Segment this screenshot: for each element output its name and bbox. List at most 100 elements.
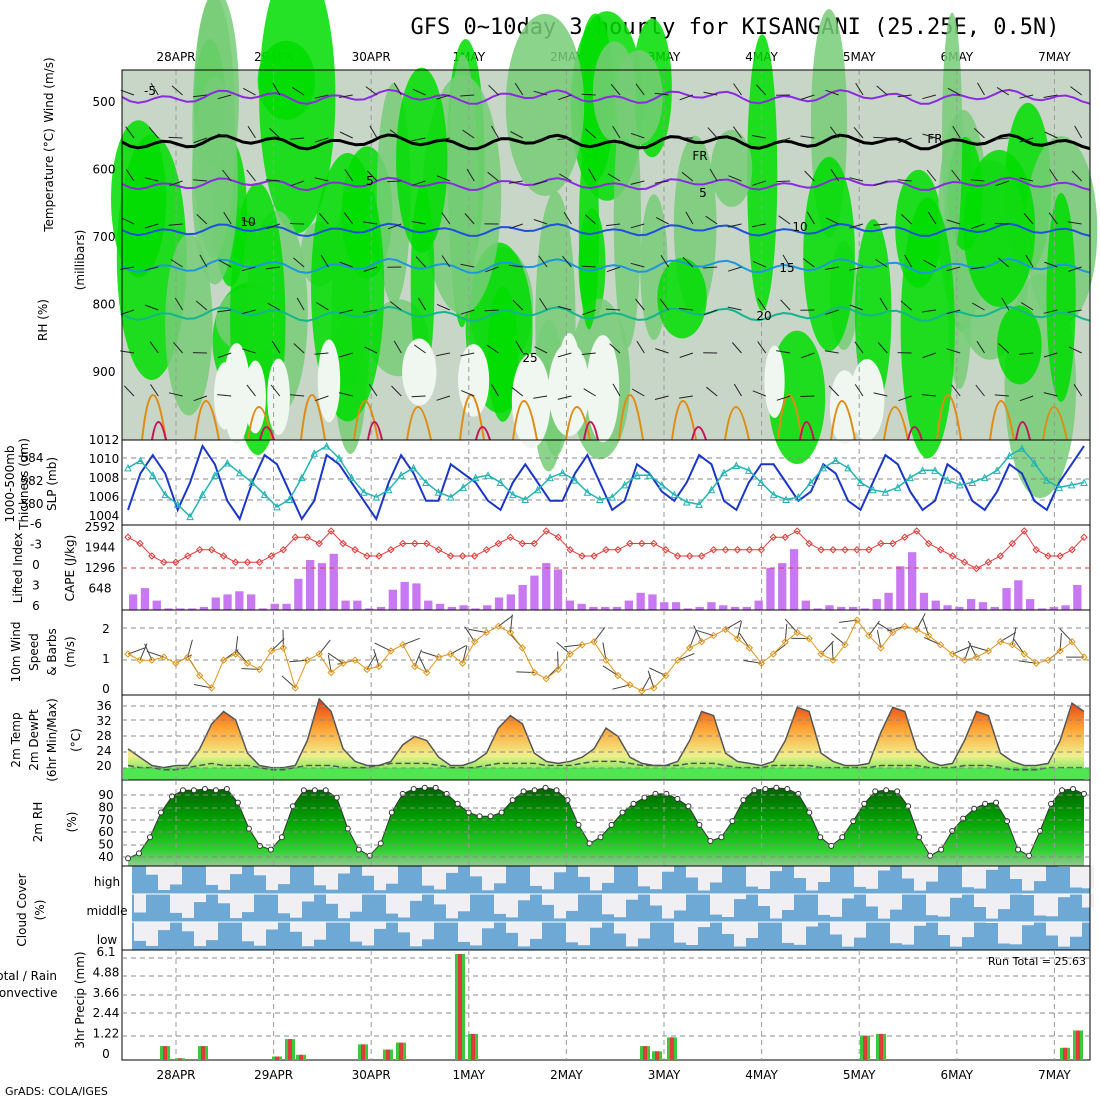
rh-blob bbox=[996, 305, 1042, 385]
rh-point bbox=[311, 787, 318, 794]
run-total-label: Run Total = 25.63 bbox=[988, 955, 1086, 968]
wind-barb bbox=[660, 255, 670, 268]
wind-speed-point bbox=[148, 656, 156, 664]
li-point bbox=[1080, 533, 1088, 541]
wind-barb bbox=[752, 260, 767, 268]
rh-blob bbox=[900, 197, 955, 459]
cloud-clear-cell bbox=[1082, 894, 1094, 908]
wind-barb bbox=[363, 309, 378, 313]
rh-blob bbox=[487, 286, 519, 422]
isotherm-30 bbox=[691, 426, 707, 441]
rh-area bbox=[128, 787, 1084, 866]
wind-barb bbox=[994, 223, 1009, 225]
bottom-date-ticks: 28APR 29APR 30APR 1MAY 2MAY 3MAY 4MAY 5MAY 6MAY 7… bbox=[156, 1068, 1071, 1082]
wind-barb bbox=[293, 257, 305, 268]
wind-barb bbox=[418, 297, 427, 311]
wind-speed-point bbox=[387, 647, 395, 655]
wind-barb bbox=[921, 394, 936, 397]
wind-barb bbox=[235, 649, 248, 664]
cape-bar bbox=[152, 600, 161, 610]
thickness-point bbox=[1067, 480, 1076, 489]
wind-barb bbox=[703, 266, 718, 269]
wind-barb bbox=[659, 298, 669, 311]
wind-barb bbox=[581, 93, 596, 96]
wind-speed-point bbox=[685, 644, 694, 652]
rh-point bbox=[652, 790, 659, 797]
thickness-point bbox=[161, 490, 170, 499]
cloud-clear-cell bbox=[158, 922, 170, 931]
rh-point bbox=[157, 809, 164, 816]
cloud-clear-cell bbox=[242, 922, 254, 942]
panel-label: Convective bbox=[0, 986, 57, 1000]
slp-tick-label: 1004 bbox=[89, 509, 120, 523]
dry-blob bbox=[244, 360, 266, 434]
panel-label: & Barbs bbox=[45, 628, 59, 676]
cloud-clear-cell bbox=[434, 894, 446, 905]
wind-barb bbox=[218, 259, 232, 268]
rh-point bbox=[399, 790, 406, 797]
cape-bar bbox=[849, 606, 858, 610]
rh-point bbox=[146, 834, 153, 841]
wind-barb bbox=[414, 649, 422, 667]
precip-convective-bar bbox=[458, 954, 462, 1060]
cloud-clear-cell bbox=[494, 894, 506, 914]
wind-barb bbox=[1070, 86, 1082, 96]
li-point bbox=[219, 552, 228, 560]
wind-barb bbox=[849, 223, 864, 229]
isotherm-15 bbox=[121, 257, 1091, 274]
wind-barb bbox=[824, 350, 839, 354]
wind-barb bbox=[583, 388, 596, 397]
wind-barb bbox=[707, 127, 718, 139]
wind-barb bbox=[265, 179, 280, 182]
rh-point bbox=[234, 799, 241, 806]
thickness-point bbox=[384, 485, 393, 494]
li-point bbox=[387, 546, 395, 554]
rh-point bbox=[608, 821, 615, 828]
wind-barb bbox=[849, 177, 864, 182]
thickness-point bbox=[235, 468, 244, 477]
cloud-clear-cell bbox=[866, 894, 878, 907]
wind-barb bbox=[1020, 302, 1034, 311]
rh-point bbox=[718, 834, 725, 841]
wind-barb bbox=[508, 180, 523, 184]
wind-speed-point bbox=[1080, 653, 1088, 661]
wind-speed-point bbox=[960, 656, 969, 664]
wind-barb bbox=[1000, 631, 1017, 643]
li-point bbox=[1068, 546, 1076, 554]
wind-barb bbox=[144, 266, 159, 271]
rh-point bbox=[784, 785, 791, 792]
li-point bbox=[243, 558, 252, 566]
rh-point bbox=[553, 787, 560, 794]
li-tick-label: 0 bbox=[32, 558, 40, 572]
precip-convective-bar bbox=[643, 1046, 647, 1060]
rh-point bbox=[1015, 846, 1022, 853]
isotherm-25 bbox=[618, 394, 644, 441]
li-point bbox=[411, 539, 419, 548]
wind-barb bbox=[290, 180, 305, 187]
cloud-clear-cell bbox=[734, 894, 746, 900]
cloud-clear-cell bbox=[662, 866, 674, 872]
li-point bbox=[195, 546, 204, 554]
wind-barb bbox=[706, 386, 718, 397]
wind-barb bbox=[498, 615, 514, 627]
wind-barb bbox=[265, 266, 280, 270]
thickness-point bbox=[198, 490, 207, 499]
wind-barb bbox=[976, 340, 985, 354]
wind-barb bbox=[1044, 261, 1058, 268]
date-tick-label: 5MAY bbox=[843, 1068, 876, 1082]
wind-barb bbox=[293, 343, 305, 354]
wind-speed-point bbox=[662, 671, 670, 680]
wind-speed-point bbox=[530, 668, 539, 677]
date-tick-label: 5MAY bbox=[843, 50, 876, 64]
wind-barb bbox=[732, 126, 742, 139]
rh-point bbox=[751, 787, 758, 794]
wind-speed-point bbox=[853, 616, 861, 624]
wind-barb bbox=[269, 128, 281, 139]
dry-blob bbox=[764, 345, 785, 418]
dry-blob bbox=[829, 370, 860, 445]
rh-point bbox=[531, 787, 538, 794]
wind-barb bbox=[490, 383, 499, 397]
thickness-point bbox=[173, 500, 182, 508]
upper-air-panel: 500 600 700 800 900 -5 FR FR 5 5 1010 15 20 25 RH (%) T… bbox=[36, 0, 1098, 499]
thickness-point bbox=[409, 463, 418, 472]
